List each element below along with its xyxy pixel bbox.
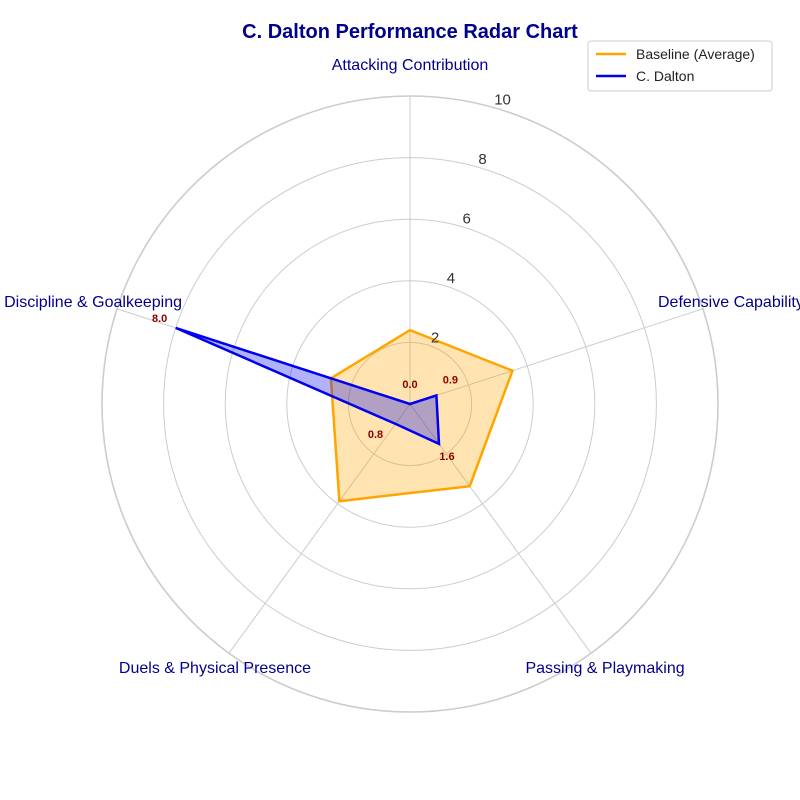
series-line-0 xyxy=(329,328,515,503)
data-value-label: 1.6 xyxy=(439,451,454,463)
r-tick-label: 8 xyxy=(478,151,486,168)
data-value-label: 8.0 xyxy=(152,313,167,325)
category-label: Defensive Capability xyxy=(658,294,800,311)
r-tick-label: 2 xyxy=(431,330,439,347)
data-value-label: 0.9 xyxy=(443,374,458,386)
category-label: Duels & Physical Presence xyxy=(119,660,311,677)
legend: Baseline (Average) C. Dalton xyxy=(587,40,773,92)
r-tick-label: 4 xyxy=(447,270,455,287)
category-label: Attacking Contribution xyxy=(332,57,489,74)
series-area-0 xyxy=(330,330,513,502)
legend-entry-1: C. Dalton xyxy=(636,68,694,84)
radar-labels: 2 4 6 8 10 Attacking Contribution Defensive Ca… xyxy=(4,57,800,677)
data-value-label: 0.0 xyxy=(402,379,417,391)
legend-box xyxy=(587,40,773,92)
r-tick-label: 10 xyxy=(494,91,511,108)
legend-entry-0: Baseline (Average) xyxy=(636,46,755,62)
category-label: Passing & Playmaking xyxy=(525,660,684,677)
category-label: Discipline & Goalkeeping xyxy=(4,294,182,311)
grid-spoke-3 xyxy=(228,403,411,654)
r-tick-label: 6 xyxy=(463,211,471,228)
series-line-1 xyxy=(175,326,441,446)
radar-series xyxy=(175,326,515,503)
grid-spoke-1 xyxy=(409,308,704,405)
data-value-label: 0.8 xyxy=(368,429,383,441)
chart-title: C. Dalton Performance Radar Chart xyxy=(242,21,578,43)
